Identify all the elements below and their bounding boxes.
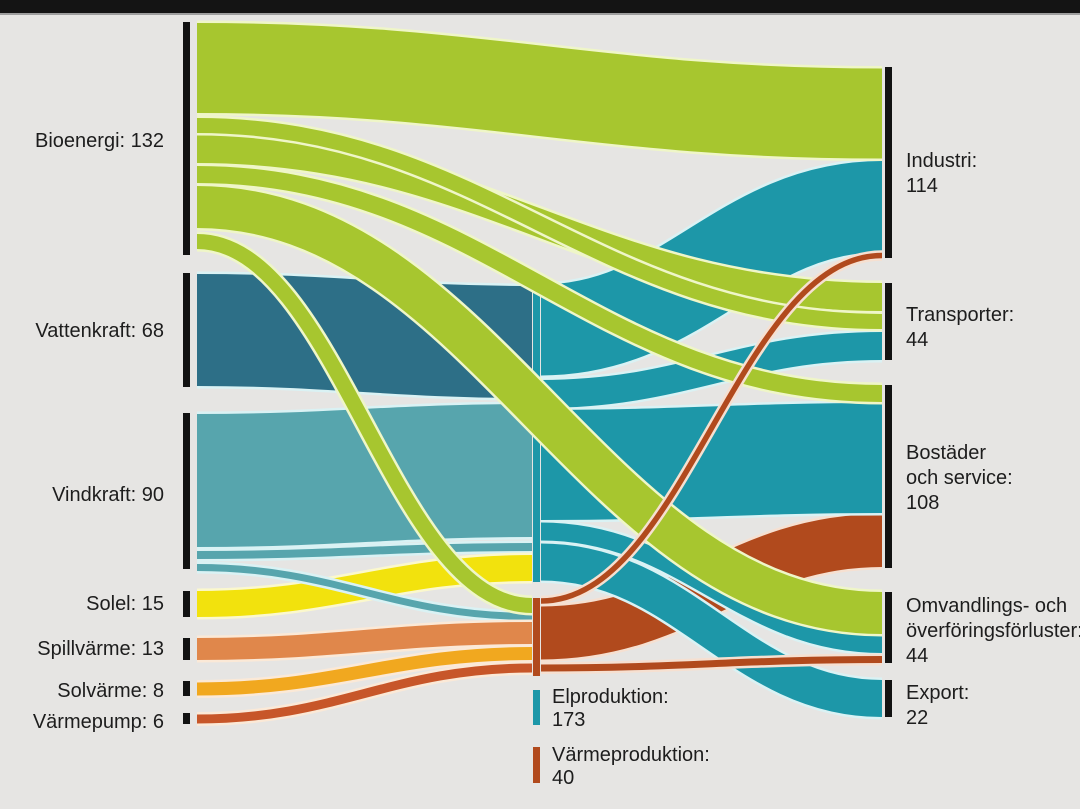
label-line: 44 [906,645,929,667]
node-label-industri: Industri: 114 [906,149,977,199]
flow-vindkraft-elproduktion-b [196,543,533,559]
top-border-bar [0,0,1080,15]
flow-bioenergi-forluster [196,186,883,634]
node-bar-vattenkraft [183,273,190,387]
flow-vindkraft-varmeproduktion [196,564,533,620]
label-line: 40 [552,767,575,789]
node-bar-vindkraft [183,413,190,569]
flow-varmepump-varmeproduktion [196,663,533,724]
node-label-bioenergi: Bioenergi: 132 [35,130,164,152]
label-line: Bostäder [906,442,987,464]
label-line: 108 [906,492,940,514]
node-bar-varmeproduktion [533,598,540,676]
legend-swatch-varmeproduktion [533,747,540,783]
node-label-export: Export: 22 [906,681,969,731]
node-bar-export [885,680,892,717]
flow-elproduktion-export [540,543,883,717]
node-label-solvarme: Solvärme: 8 [57,680,164,702]
node-label-spillvarme: Spillvärme: 13 [37,638,164,660]
label-line: Värmeproduktion: [552,744,710,766]
flow-bioenergi-bostader [196,166,883,402]
node-label-transporter: Transporter: 44 [906,303,1014,353]
legend-swatch-elproduktion [533,690,540,725]
label-line: överföringsförluster: [906,620,1080,642]
node-label-solel: Solel: 15 [86,593,164,615]
flow-vindkraft-elproduktion [196,404,533,547]
label-line: Elproduktion: [552,686,669,708]
node-bar-spillvarme [183,638,190,660]
label-line: 173 [552,709,586,731]
flow-spillvarme-varmeproduktion [196,622,533,660]
node-bar-bioenergi [183,22,190,255]
legend-label-elproduktion: Elproduktion: 173 [552,686,669,732]
flow-bioenergi-transporter-b [196,118,883,329]
node-bar-varmepump [183,713,190,724]
label-line: Transporter: [906,304,1015,326]
node-label-bostader: Bostäder och service: 108 [906,441,1013,516]
label-line: Omvandlings- och [906,595,1068,617]
node-bar-transporter [885,283,892,360]
node-label-varmepump: Värmepump: 6 [32,711,164,733]
label-line: 114 [906,175,938,197]
node-bar-industri [885,67,892,258]
label-line: 22 [906,707,929,729]
flow-solvarme-varmeproduktion [196,647,533,696]
label-line: 44 [906,329,929,351]
node-bar-solel [183,591,190,617]
flow-varmeproduktion-forluster [540,656,883,672]
node-label-vattenkraft: Vattenkraft: 68 [35,320,164,342]
flow-bioenergi-industri [196,23,883,159]
node-bar-forluster [885,592,892,663]
label-line: Industri: [906,150,978,172]
node-label-forluster: Omvandlings- och överföringsförluster: 44 [906,594,1080,669]
label-line: Export: [906,682,970,704]
node-label-vindkraft: Vindkraft: 90 [52,484,164,506]
node-bar-solvarme [183,681,190,696]
flow-varmeproduktion-industri [540,252,883,604]
legend-label-varmeproduktion: Värmeproduktion: 40 [552,744,710,790]
node-bar-bostader [885,385,892,568]
flow-bioenergi-varmeproduktion [196,234,533,613]
label-line: och service: [906,467,1013,489]
